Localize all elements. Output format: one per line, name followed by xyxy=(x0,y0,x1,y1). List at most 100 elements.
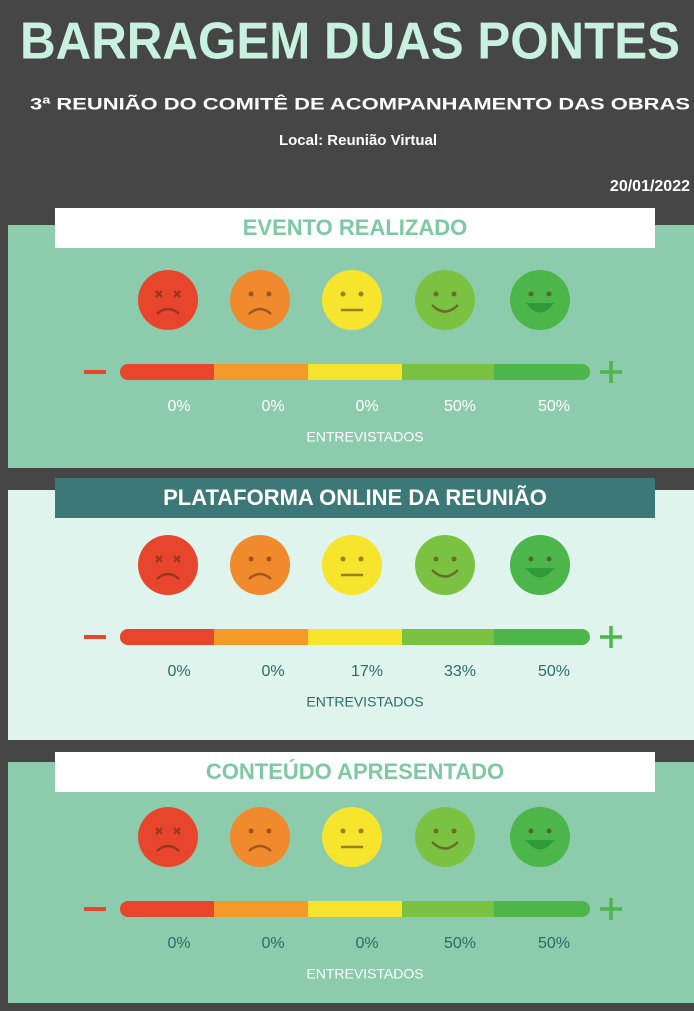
eye xyxy=(173,290,181,298)
eye xyxy=(340,556,346,562)
percentage: 50% xyxy=(444,935,476,952)
eye xyxy=(451,291,457,297)
face xyxy=(138,807,198,867)
scale-bar xyxy=(120,901,590,917)
section-background xyxy=(8,490,694,740)
eye xyxy=(451,828,457,834)
bar-segment xyxy=(402,629,494,645)
face-icon xyxy=(138,807,198,867)
bar-segment xyxy=(308,901,402,917)
face xyxy=(230,535,290,595)
percentage: 50% xyxy=(444,398,476,415)
section-title-box xyxy=(55,752,655,792)
scale-bar xyxy=(120,364,590,380)
face-icon xyxy=(138,535,198,595)
face-icon xyxy=(322,270,382,330)
face xyxy=(415,807,475,867)
mouth xyxy=(156,844,180,852)
face xyxy=(138,270,198,330)
bar-segment xyxy=(128,901,214,917)
percentage: 0% xyxy=(261,663,284,680)
face xyxy=(230,270,290,330)
eye xyxy=(155,555,163,563)
eye xyxy=(451,556,457,562)
bar-cap xyxy=(120,364,136,380)
face-icon xyxy=(510,535,570,595)
eye xyxy=(358,828,364,834)
mouth xyxy=(431,569,459,578)
bar-segment xyxy=(308,629,402,645)
face xyxy=(415,270,475,330)
eye xyxy=(528,556,534,562)
percentage: 50% xyxy=(538,398,570,415)
eye xyxy=(546,291,552,297)
plus-sign xyxy=(600,361,622,383)
face-icon xyxy=(415,535,475,595)
eye xyxy=(173,827,181,835)
section-background xyxy=(8,225,694,468)
eye xyxy=(340,828,346,834)
percentage: 0% xyxy=(167,398,190,415)
bar-segment xyxy=(128,364,214,380)
face-icon xyxy=(322,535,382,595)
face xyxy=(415,535,475,595)
mouth xyxy=(156,307,180,315)
percentage: 50% xyxy=(538,935,570,952)
minus-sign xyxy=(84,907,106,911)
eye xyxy=(248,828,254,834)
eye xyxy=(248,291,254,297)
mouth xyxy=(248,572,272,580)
eye xyxy=(358,556,364,562)
mouth xyxy=(248,844,272,852)
face-icon xyxy=(230,807,290,867)
face-icon xyxy=(230,270,290,330)
percentage: 0% xyxy=(167,935,190,952)
bar-segment xyxy=(214,364,308,380)
mouth xyxy=(526,840,554,850)
percentage: 50% xyxy=(538,663,570,680)
date: 20/01/2022 xyxy=(610,178,690,195)
minus-sign xyxy=(84,635,106,639)
face xyxy=(230,807,290,867)
bar-cap xyxy=(120,901,136,917)
mouth xyxy=(526,568,554,578)
percentage: 17% xyxy=(351,663,383,680)
subtitle: 3ª REUNIÃO DO COMITÊ DE ACOMPANHAMENTO D… xyxy=(30,93,690,113)
face xyxy=(322,807,382,867)
eye xyxy=(155,827,163,835)
face-icon xyxy=(230,535,290,595)
section-title: CONTEÚDO APRESENTADO xyxy=(206,759,504,784)
face-icon xyxy=(510,270,570,330)
bar-segment xyxy=(128,629,214,645)
percentage: 33% xyxy=(444,663,476,680)
bar-segment xyxy=(402,901,494,917)
bar-segment xyxy=(402,364,494,380)
eye xyxy=(340,291,346,297)
plus-sign xyxy=(600,898,622,920)
eye xyxy=(248,556,254,562)
percentage: 0% xyxy=(355,935,378,952)
eye xyxy=(528,291,534,297)
percentage: 0% xyxy=(355,398,378,415)
mouth xyxy=(431,304,459,313)
face-icon xyxy=(138,270,198,330)
mouth xyxy=(431,841,459,850)
face-icon xyxy=(510,807,570,867)
eye xyxy=(266,556,272,562)
eye xyxy=(433,291,439,297)
scale-bar xyxy=(120,629,590,645)
face xyxy=(322,270,382,330)
minus-sign xyxy=(84,370,106,374)
face xyxy=(322,535,382,595)
eye xyxy=(173,555,181,563)
face-icon xyxy=(322,807,382,867)
mouth xyxy=(248,307,272,315)
face-icon xyxy=(415,807,475,867)
bar-cap xyxy=(120,629,136,645)
eye xyxy=(433,556,439,562)
percentage: 0% xyxy=(261,398,284,415)
section-title: PLATAFORMA ONLINE DA REUNIÃO xyxy=(163,485,547,510)
percentage: 0% xyxy=(261,935,284,952)
eye xyxy=(546,828,552,834)
